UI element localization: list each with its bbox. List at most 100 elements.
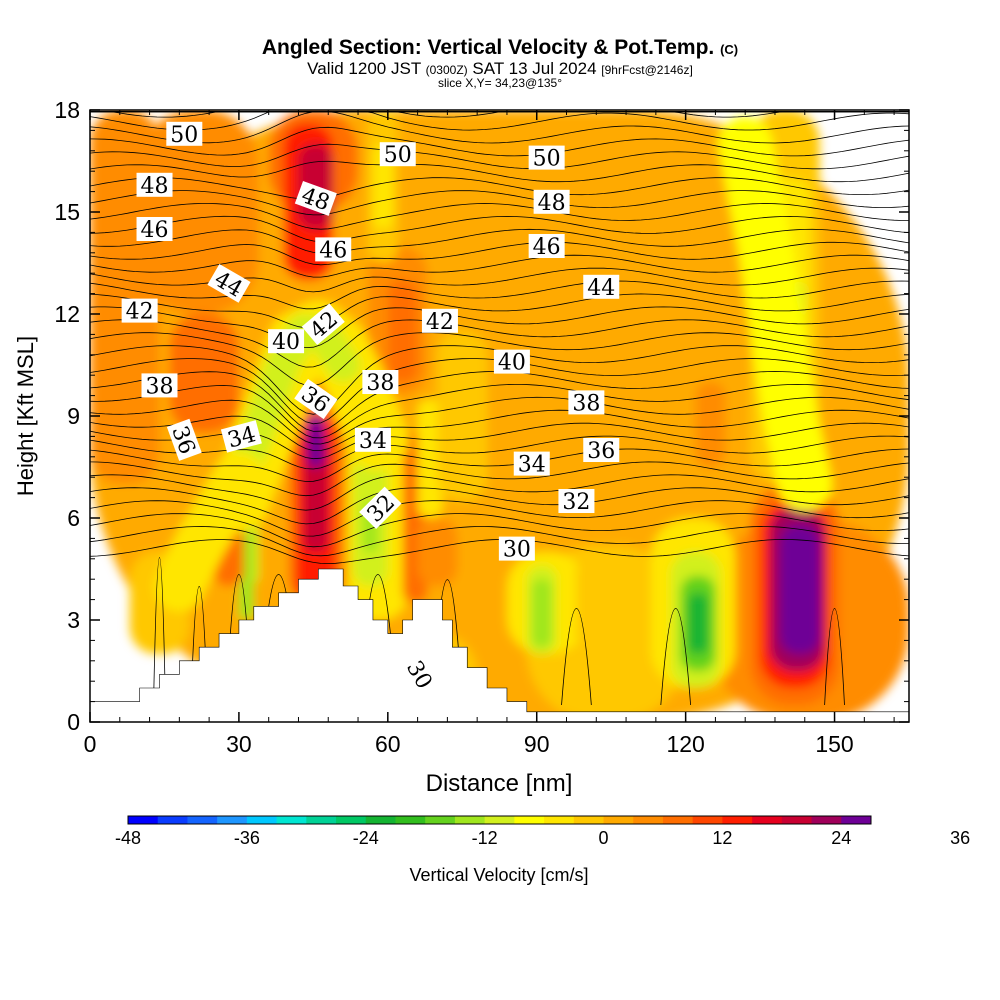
chart-title-mark: (C) [720,42,739,57]
contour-label-6: 46 [136,217,173,243]
theta-contour-38.5 [90,319,909,368]
contour-label-bg [513,451,550,476]
contour-label-text: 42 [426,310,454,335]
colorbar: -48 -36 -24 -12 0 12 24 36 [115,815,970,848]
x-tick-label-1: 30 [226,731,252,757]
colorbar-swatch-15 [573,816,605,824]
theta-contour-32.5 [90,474,909,511]
y-tick-label-4: 12 [54,301,80,327]
low-level-contour-1 [190,586,208,695]
contour-label-14: 40 [268,329,305,355]
contour-label-text: 38 [145,374,173,399]
y-tick-label-3: 9 [67,403,80,429]
theta-contour-44.5 [90,160,909,183]
colorbar-swatch-17 [633,816,664,824]
theta-contour-43 [90,203,909,230]
velocity-cell-41 [794,579,807,620]
contour-label-bg [141,373,178,398]
colorbar-swatch-18 [662,816,694,824]
velocity-cell-45 [695,382,726,467]
contour-label-bg [207,264,251,303]
contour-label-text: 32 [562,490,590,515]
theta-contour-38 [90,332,909,387]
contour-label-20: 36 [166,418,202,461]
colorbar-swatch-2 [187,816,218,824]
y-tick-label-1: 3 [67,607,80,633]
colorbar-swatch-4 [246,816,278,824]
colorbar-swatch-8 [365,816,396,824]
contour-label-26: 32 [558,489,595,515]
colorbar-swatch-24 [841,816,872,824]
theta-contour-44 [90,177,909,200]
contour-label-8: 46 [528,234,565,260]
colorbar-swatch-10 [425,816,456,824]
x-axis-label: Distance [nm] [426,770,573,797]
contour-label-text: 50 [384,143,412,168]
chart-subtitle-valid: Valid 1200 JST (0300Z) SAT 13 Jul 2024 [… [0,59,1000,79]
colorbar-tick-label-7: 36 [950,828,970,848]
contour-label-text: 40 [272,330,300,355]
theta-contour-42 [90,228,909,254]
contour-label-bg [136,172,173,197]
contour-label-text: 42 [126,300,154,325]
contour-label-text: 46 [533,235,561,260]
colorbar-swatch-1 [157,816,188,824]
contour-label-text: 48 [538,191,566,216]
contour-label-bg [136,217,173,241]
contour-label-27: 30 [498,536,535,563]
colorbar-swatch-23 [811,816,842,824]
contour-label-text: 46 [319,238,347,263]
contour-label-5: 48 [533,189,570,216]
colorbar-tick-label-2: -24 [353,828,379,848]
colorbar-tick-label-5: 12 [712,828,732,848]
theta-contour-34 [90,435,909,470]
contour-label-23: 34 [354,427,391,454]
terrain [90,568,909,722]
forecast-info: [9hrFcst@2146z] [601,63,693,77]
colorbar-swatch-7 [336,816,367,824]
contour-label-3: 48 [136,172,173,199]
theta-contour-46.5 [90,111,909,131]
contour-label-0: 50 [166,121,203,148]
valid-utc: (0300Z) [425,63,468,77]
contour-label-10: 44 [583,274,620,301]
theta-contour-45.5 [90,126,909,157]
contour-label-16: 38 [141,373,178,399]
colorbar-swatch-19 [692,816,723,824]
contour-label-7: 46 [315,237,352,263]
theta-contour-41.5 [90,241,909,266]
valid-date: SAT 13 Jul 2024 [472,59,597,78]
contour-label-bg [301,303,345,345]
contour-label-bg [220,420,262,453]
low-level-contour-6 [561,608,592,706]
velocity-band-3 [718,116,832,512]
contour-label-text: 36 [587,439,615,464]
velocity-cell-30 [531,579,552,648]
contour-label-12: 42 [301,303,345,345]
contour-label-bg [121,298,158,323]
velocity-band-2 [153,451,265,612]
contour-label-bg [583,438,620,462]
contour-label-bg [294,180,337,216]
contour-label-11: 42 [121,298,158,325]
low-level-contour-7 [660,608,691,706]
contour-label-text: 46 [141,218,169,243]
contour-label-bg [533,189,570,214]
contour-label-bg [354,427,391,452]
colorbar-tick-label-0: -48 [115,828,141,848]
contour-label-13: 42 [421,308,458,335]
velocity-cell-18 [308,416,324,467]
y-tick-label-6: 18 [54,97,80,123]
theta-contour-46 [90,111,909,144]
contour-label-bg [528,145,565,170]
colorbar-swatch-6 [306,816,337,824]
x-tick-label-5: 150 [815,731,853,757]
velocity-cell-10 [387,280,418,382]
contour-label-18: 38 [568,390,605,416]
velocity-cell-31 [576,552,627,654]
colorbar-label: Vertical Velocity [cm/s] [409,865,588,885]
theta-contour-35.5 [90,396,909,445]
